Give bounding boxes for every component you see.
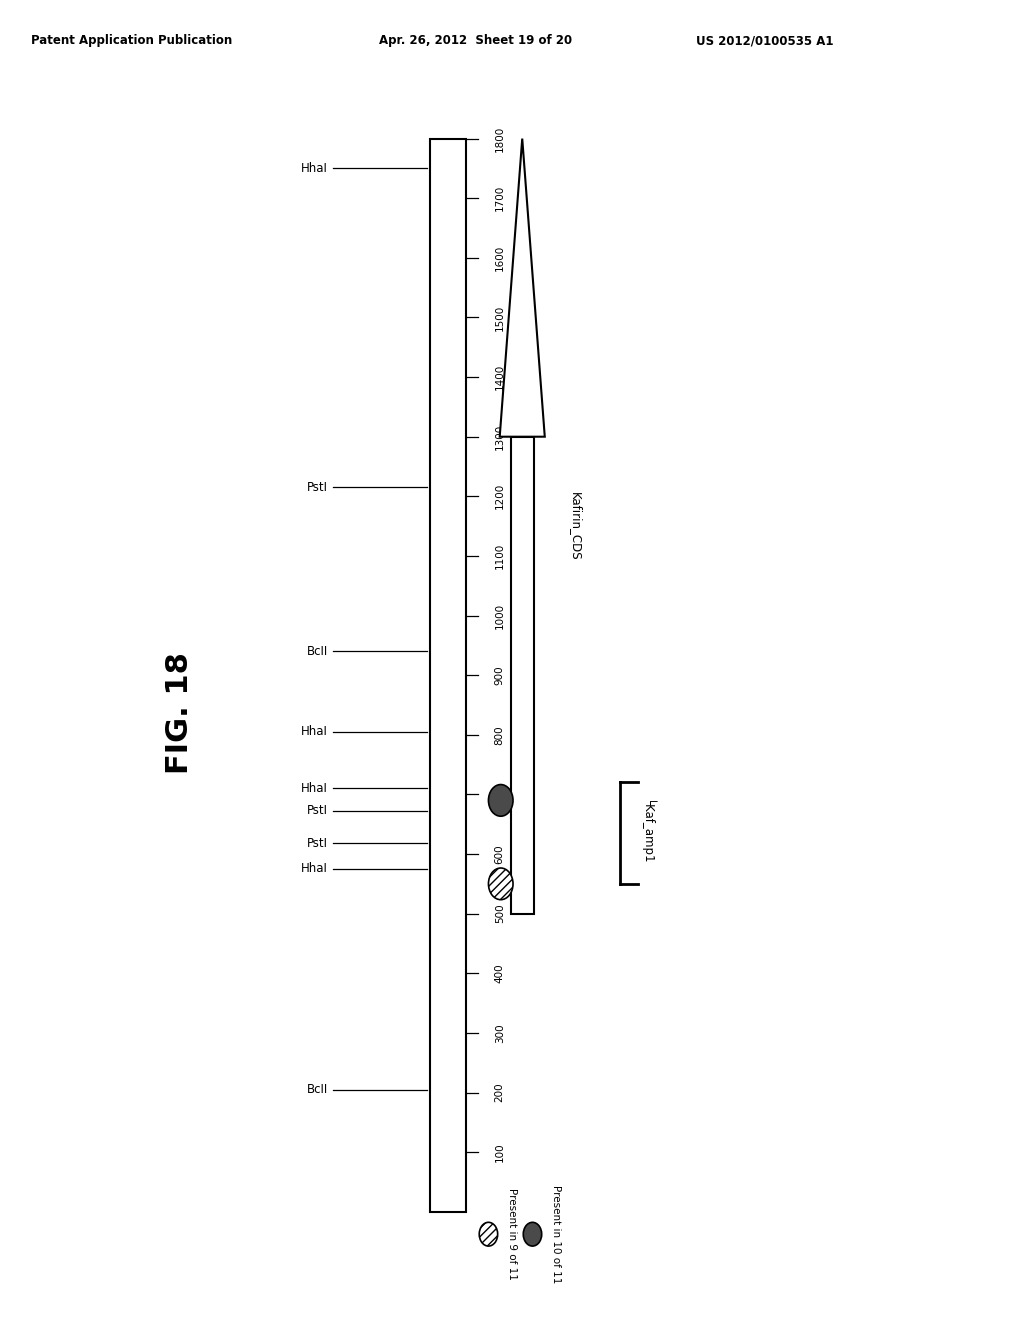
Text: 600: 600 [495,845,505,863]
Text: 1200: 1200 [495,483,505,510]
Text: 1400: 1400 [495,364,505,391]
Text: 400: 400 [495,964,505,983]
Text: PstI: PstI [306,837,328,850]
Text: Apr. 26, 2012  Sheet 19 of 20: Apr. 26, 2012 Sheet 19 of 20 [379,34,572,48]
Text: HhaI: HhaI [301,781,328,795]
Text: 800: 800 [495,725,505,744]
Text: Kafirin_CDS: Kafirin_CDS [569,492,582,561]
Text: 100: 100 [495,1142,505,1162]
Circle shape [479,1222,498,1246]
Text: 1600: 1600 [495,244,505,271]
Text: BcII: BcII [306,645,328,657]
Text: 500: 500 [495,904,505,924]
Text: 1700: 1700 [495,185,505,211]
Circle shape [488,784,513,816]
Text: PstI: PstI [306,480,328,494]
Text: Present in 9 of 11: Present in 9 of 11 [507,1188,517,1280]
Text: 700: 700 [495,784,505,804]
Text: FIG. 18: FIG. 18 [165,652,194,774]
Text: 900: 900 [495,665,505,685]
Text: 1800: 1800 [495,125,505,152]
Text: 1500: 1500 [495,305,505,330]
Text: HhaI: HhaI [301,162,328,176]
Circle shape [523,1222,542,1246]
Text: 1100: 1100 [495,543,505,569]
Text: 1300: 1300 [495,424,505,450]
Text: └Kaf_amp1: └Kaf_amp1 [639,800,653,866]
Text: 1000: 1000 [495,602,505,628]
Text: Patent Application Publication: Patent Application Publication [31,34,232,48]
Bar [511,437,534,913]
Text: HhaI: HhaI [301,725,328,738]
Text: PstI: PstI [306,804,328,817]
Text: 200: 200 [495,1082,505,1102]
Circle shape [488,869,513,900]
Text: HhaI: HhaI [301,862,328,875]
Text: 300: 300 [495,1023,505,1043]
Text: US 2012/0100535 A1: US 2012/0100535 A1 [696,34,834,48]
Text: Present in 10 of 11: Present in 10 of 11 [551,1185,561,1283]
Bar [430,139,466,1212]
Polygon shape [500,139,545,437]
Text: BcII: BcII [306,1082,328,1096]
